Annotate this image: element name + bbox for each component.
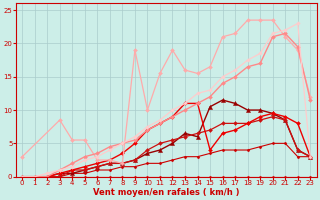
X-axis label: Vent moyen/en rafales ( km/h ): Vent moyen/en rafales ( km/h ) <box>93 188 239 197</box>
